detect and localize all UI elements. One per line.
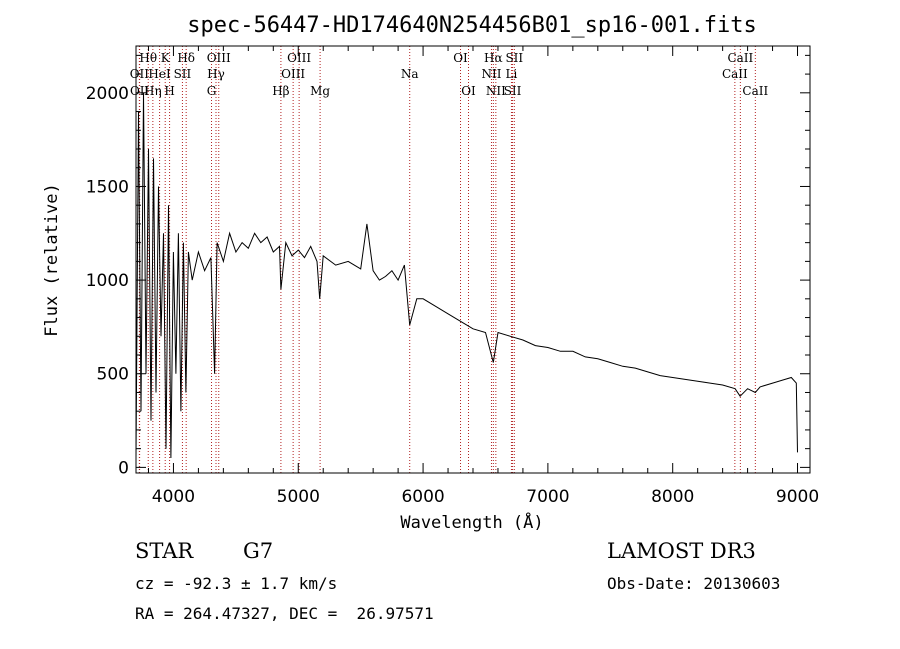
line-label: SII — [505, 51, 523, 65]
line-label: CaII — [727, 51, 753, 65]
y-axis-ticks: 0 500 1000 1500 2000 — [86, 54, 810, 478]
x-tick-label: 8000 — [651, 487, 694, 507]
spectrum-line — [135, 92, 798, 459]
y-tick-label: 1500 — [86, 177, 129, 197]
y-tick-label: 2000 — [86, 84, 129, 104]
line-label: Hβ — [272, 84, 289, 98]
line-label: G — [207, 84, 217, 98]
x-axis-ticks: 4000 5000 6000 7000 8000 9000 — [147, 46, 819, 507]
line-label: H — [164, 84, 174, 98]
line-label: SII — [174, 67, 192, 81]
y-tick-label: 0 — [118, 458, 129, 478]
line-label: CaII — [722, 67, 748, 81]
x-tick-label: 9000 — [776, 487, 819, 507]
line-label: Hα — [484, 51, 503, 65]
line-label: HeI — [148, 67, 171, 81]
x-tick-label: 7000 — [526, 487, 569, 507]
object-class: STAR — [135, 539, 194, 563]
line-label: NII — [481, 67, 501, 81]
line-label: OII — [130, 84, 150, 98]
y-axis-label: Flux (relative) — [42, 183, 62, 337]
x-tick-label: 6000 — [401, 487, 444, 507]
line-label: OIII — [287, 51, 311, 65]
line-label: NII — [486, 84, 506, 98]
line-label: OI — [461, 84, 476, 98]
y-tick-label: 1000 — [86, 271, 129, 291]
line-label: Mg — [310, 84, 330, 98]
line-label: CaII — [742, 84, 768, 98]
x-tick-label: 5000 — [277, 487, 320, 507]
line-label: Hθ — [139, 51, 157, 65]
chart-title: spec-56447-HD174640N254456B01_sp16-001.f… — [187, 13, 757, 38]
object-subclass: G7 — [243, 539, 274, 563]
survey-name: LAMOST DR3 — [607, 539, 756, 563]
coordinates: RA = 264.47327, DEC = 26.97571 — [135, 604, 434, 623]
line-label: Li — [506, 67, 518, 81]
line-label: OI — [453, 51, 468, 65]
redshift-cz: cz = -92.3 ± 1.7 km/s — [135, 574, 338, 593]
line-label: OIII — [281, 67, 305, 81]
line-label: SII — [504, 84, 522, 98]
x-tick-label: 4000 — [152, 487, 195, 507]
y-tick-label: 500 — [97, 365, 129, 385]
line-label: Hη — [144, 84, 162, 98]
x-axis-label: Wavelength (Å) — [400, 511, 543, 533]
line-label: K — [161, 51, 171, 65]
line-markers — [138, 46, 756, 473]
line-label: Hδ — [177, 51, 195, 65]
line-label: Hγ — [207, 67, 225, 81]
plot-frame — [135, 45, 811, 474]
line-label: OIII — [207, 51, 231, 65]
observation-date: Obs-Date: 20130603 — [607, 574, 781, 593]
line-label: Na — [401, 67, 419, 81]
